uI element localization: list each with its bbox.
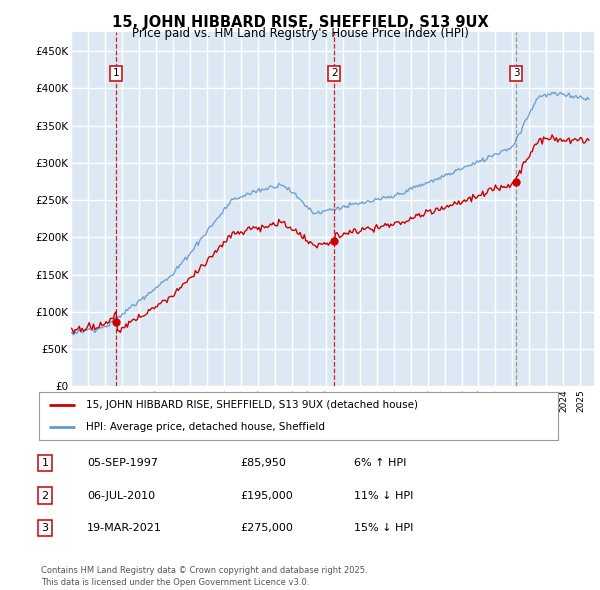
FancyBboxPatch shape xyxy=(39,392,558,440)
Text: Contains HM Land Registry data © Crown copyright and database right 2025.
This d: Contains HM Land Registry data © Crown c… xyxy=(41,566,367,587)
Text: 1: 1 xyxy=(113,68,119,78)
Text: 3: 3 xyxy=(513,68,520,78)
Text: 19-MAR-2021: 19-MAR-2021 xyxy=(87,523,162,533)
Text: 06-JUL-2010: 06-JUL-2010 xyxy=(87,491,155,500)
Text: 2: 2 xyxy=(41,491,49,500)
Text: £275,000: £275,000 xyxy=(240,523,293,533)
Text: 05-SEP-1997: 05-SEP-1997 xyxy=(87,458,158,468)
Text: £195,000: £195,000 xyxy=(240,491,293,500)
Text: 6% ↑ HPI: 6% ↑ HPI xyxy=(354,458,406,468)
Text: HPI: Average price, detached house, Sheffield: HPI: Average price, detached house, Shef… xyxy=(86,422,325,432)
Text: 11% ↓ HPI: 11% ↓ HPI xyxy=(354,491,413,500)
Text: Price paid vs. HM Land Registry's House Price Index (HPI): Price paid vs. HM Land Registry's House … xyxy=(131,27,469,40)
Text: 15, JOHN HIBBARD RISE, SHEFFIELD, S13 9UX: 15, JOHN HIBBARD RISE, SHEFFIELD, S13 9U… xyxy=(112,15,488,30)
Text: 3: 3 xyxy=(41,523,49,533)
Text: 15, JOHN HIBBARD RISE, SHEFFIELD, S13 9UX (detached house): 15, JOHN HIBBARD RISE, SHEFFIELD, S13 9U… xyxy=(86,400,418,410)
Text: 2: 2 xyxy=(331,68,338,78)
Text: £85,950: £85,950 xyxy=(240,458,286,468)
Text: 1: 1 xyxy=(41,458,49,468)
Text: 15% ↓ HPI: 15% ↓ HPI xyxy=(354,523,413,533)
